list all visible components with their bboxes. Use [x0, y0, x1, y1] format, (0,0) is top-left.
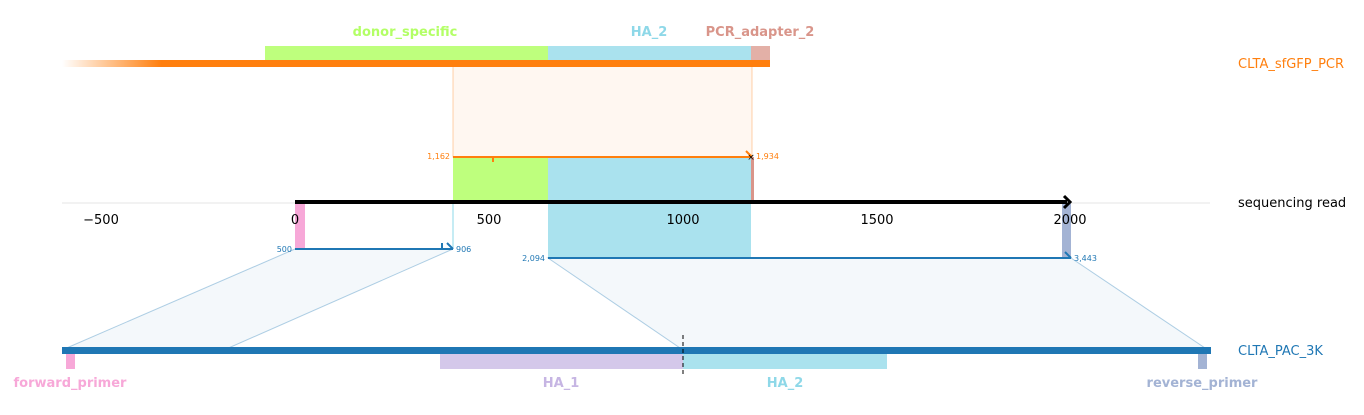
bottom-sequence-bar: [62, 347, 1211, 354]
read-donor-specific-block: [453, 157, 548, 202]
top-sequence-bar: [62, 60, 770, 67]
read-arrowhead: [1062, 194, 1073, 210]
bottom-ha2-block: [683, 352, 887, 369]
bottom-forward-primer-block: [66, 352, 75, 369]
bottom-match2-connector: [546, 257, 1210, 351]
top-match-connector: [452, 65, 753, 158]
top-sequence-name: CLTA_sfGFP_PCR: [1238, 57, 1344, 72]
bottom-ha1-block: [440, 352, 683, 369]
bottom-match1-end: 906: [456, 245, 471, 254]
top-match-end: 1,934: [756, 152, 779, 161]
top-feature-label-donor: donor_specific: [353, 25, 458, 40]
top-adapter-block: [751, 46, 770, 63]
top-donor-specific-block: [265, 46, 548, 63]
bottom-reverse-primer-block: [1198, 352, 1207, 369]
tick-label: 2000: [1053, 213, 1086, 228]
tick-label: 1000: [666, 213, 699, 228]
read-name: sequencing read: [1238, 196, 1346, 211]
read-forward-primer-block: [295, 203, 305, 249]
tick-label: 500: [477, 213, 502, 228]
top-match-start: 1,162: [427, 152, 450, 161]
bottom-match1-arrowhead: [446, 242, 454, 250]
bottom-feature-label-ha1: HA_1: [543, 376, 580, 391]
bottom-feature-label-reverse-primer: reverse_primer: [1147, 376, 1259, 391]
read-reverse-primer-block: [1062, 203, 1071, 258]
read-ha2-block: [548, 157, 751, 258]
bottom-match1-start: 500: [277, 245, 292, 254]
top-feature-label-adapter: PCR_adapter_2: [706, 25, 815, 40]
top-match-cross: ×: [747, 153, 755, 163]
tick-label: −500: [83, 213, 119, 228]
bottom-match1-connector: [61, 248, 454, 351]
bottom-feature-label-ha2: HA_2: [767, 376, 804, 391]
bottom-sequence-name: CLTA_PAC_3K: [1238, 344, 1323, 359]
tick-label: 1500: [860, 213, 893, 228]
bottom-match2-start: 2,094: [522, 254, 545, 263]
axis-ticks: −500 0 500 1000 1500 2000: [83, 213, 1086, 228]
read-adapter-block: [751, 157, 754, 202]
bottom-feature-label-forward-primer: forward_primer: [14, 376, 128, 391]
top-ha2-block: [548, 46, 751, 63]
bottom-match2-arrowhead: [1064, 251, 1072, 259]
bottom-match2-end: 3,443: [1074, 254, 1097, 263]
tick-label: 0: [291, 213, 299, 228]
top-feature-label-ha2: HA_2: [631, 25, 668, 40]
top-match-arrowhead: [745, 150, 753, 158]
